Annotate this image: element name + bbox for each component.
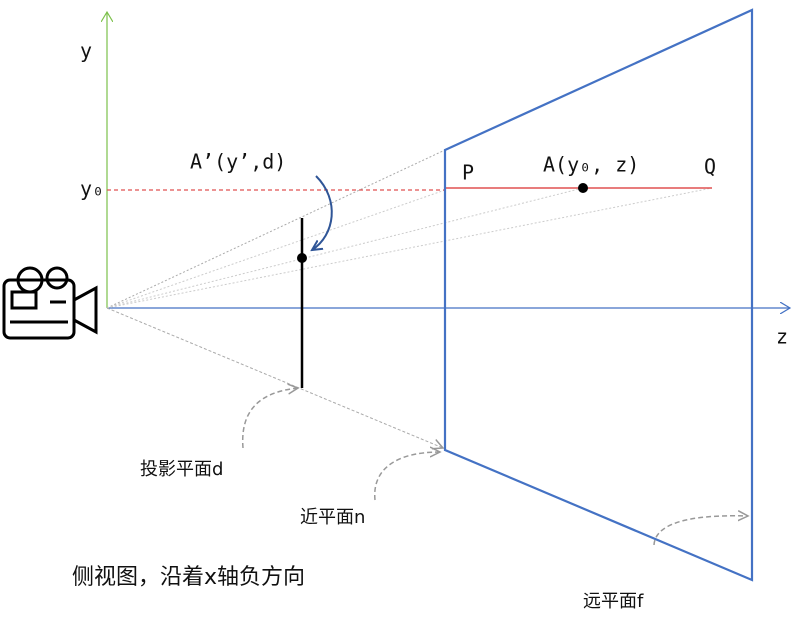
p-label: P	[462, 161, 474, 185]
callouts	[241, 388, 748, 546]
rays	[106, 149, 713, 448]
axes: y z y₀	[80, 12, 790, 349]
far-label: 远平面f	[583, 591, 644, 612]
ray	[106, 307, 443, 448]
projection-arrow	[312, 175, 333, 250]
ray	[106, 189, 446, 309]
frustum	[443, 8, 754, 582]
a-label: A(y₀, z)	[543, 153, 639, 177]
projection-label: 投影平面d	[140, 459, 223, 480]
y0-label: y₀	[80, 177, 104, 201]
ray	[106, 149, 446, 309]
camera-icon	[2, 266, 98, 340]
callout	[241, 388, 298, 449]
point-a	[578, 183, 588, 193]
ray	[106, 187, 584, 309]
z-label: z	[776, 325, 788, 349]
callout	[374, 452, 440, 501]
ray	[106, 187, 713, 309]
near-label: 近平面n	[300, 507, 365, 528]
q-label: Q	[704, 155, 716, 179]
a-prime-label: A’(y’,d)	[190, 150, 286, 174]
y-label: y	[80, 39, 92, 63]
point-a-prime	[297, 253, 307, 263]
callout	[653, 516, 748, 546]
caption: 侧视图，沿着x轴负方向	[72, 565, 305, 590]
